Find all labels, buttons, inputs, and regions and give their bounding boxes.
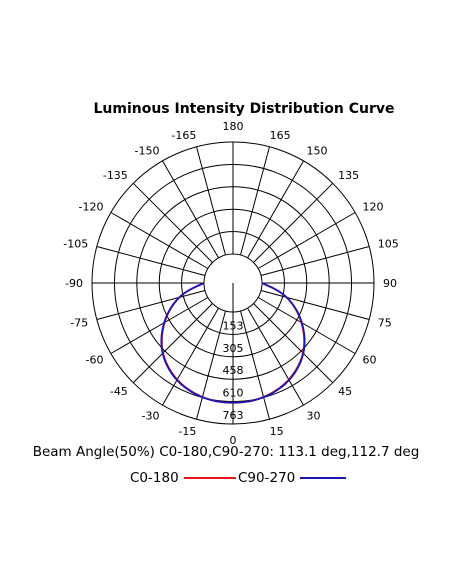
angle-label: -30 (142, 410, 160, 423)
angle-label: -135 (103, 169, 128, 182)
angle-label: -105 (63, 237, 88, 250)
radial-tick-label: 305 (223, 342, 244, 355)
grid-spoke (260, 246, 370, 276)
angle-label: -165 (171, 129, 196, 142)
angle-label: -150 (135, 144, 160, 157)
grid-spoke (260, 290, 370, 320)
grid-spoke (240, 146, 270, 256)
grid-spoke (162, 307, 219, 406)
legend-label: C90-270 (238, 470, 295, 486)
angle-label: 0 (230, 434, 237, 447)
angle-label: 105 (378, 237, 399, 250)
polar-grid (91, 141, 375, 425)
grid-spoke (162, 160, 219, 259)
grid-spoke (96, 290, 206, 320)
grid-spoke (253, 303, 334, 384)
grid-spoke (257, 297, 356, 354)
angle-label: -120 (79, 201, 104, 214)
angle-label: 165 (270, 129, 291, 142)
radial-tick-label: 763 (223, 409, 244, 422)
grid-spoke (247, 307, 304, 406)
grid-spoke (196, 146, 226, 256)
grid-spoke (257, 212, 356, 269)
angle-label: -60 (86, 354, 104, 367)
legend: C0-180 C90-270 (130, 470, 346, 486)
angle-label: 30 (307, 410, 321, 423)
curve-series (160, 282, 306, 404)
grid-spoke (247, 160, 304, 259)
grid-spoke (196, 310, 226, 420)
angle-label: 135 (338, 169, 359, 182)
radial-tick-label: 153 (223, 319, 244, 332)
angle-label: 15 (270, 425, 284, 438)
grid-spoke (132, 182, 213, 263)
angle-label: -90 (65, 277, 83, 290)
angle-label: -45 (110, 385, 128, 398)
angle-label: 60 (363, 354, 377, 367)
angle-label: 75 (378, 317, 392, 330)
angle-label: -15 (178, 425, 196, 438)
angle-label: 45 (338, 385, 352, 398)
grid-spoke (96, 246, 206, 276)
grid-spoke (110, 297, 209, 354)
angle-label: 90 (383, 277, 397, 290)
radial-tick-labels: 153 305 458 610 763 (223, 319, 244, 422)
beam-angle-text: Beam Angle(50%) C0-180,C90-270: 113.1 de… (33, 444, 420, 460)
grid-spoke (132, 303, 213, 384)
angle-label: -75 (70, 317, 88, 330)
angle-label: 180 (223, 120, 244, 133)
grid-spoke (110, 212, 209, 269)
grid-spoke (253, 182, 334, 263)
radial-tick-label: 610 (223, 387, 244, 400)
grid-spoke (240, 310, 270, 420)
angle-labels: 0 15 30 45 60 75 90 105 120 135 150 165 180 -15 -30 -45… (63, 120, 399, 447)
series-curve-c90-270 (160, 282, 306, 404)
radial-tick-label: 458 (223, 364, 244, 377)
legend-label: C0-180 (130, 470, 179, 486)
angle-label: 120 (363, 201, 384, 214)
angle-label: 150 (307, 144, 328, 157)
chart-title: Luminous Intensity Distribution Curve (93, 101, 394, 117)
